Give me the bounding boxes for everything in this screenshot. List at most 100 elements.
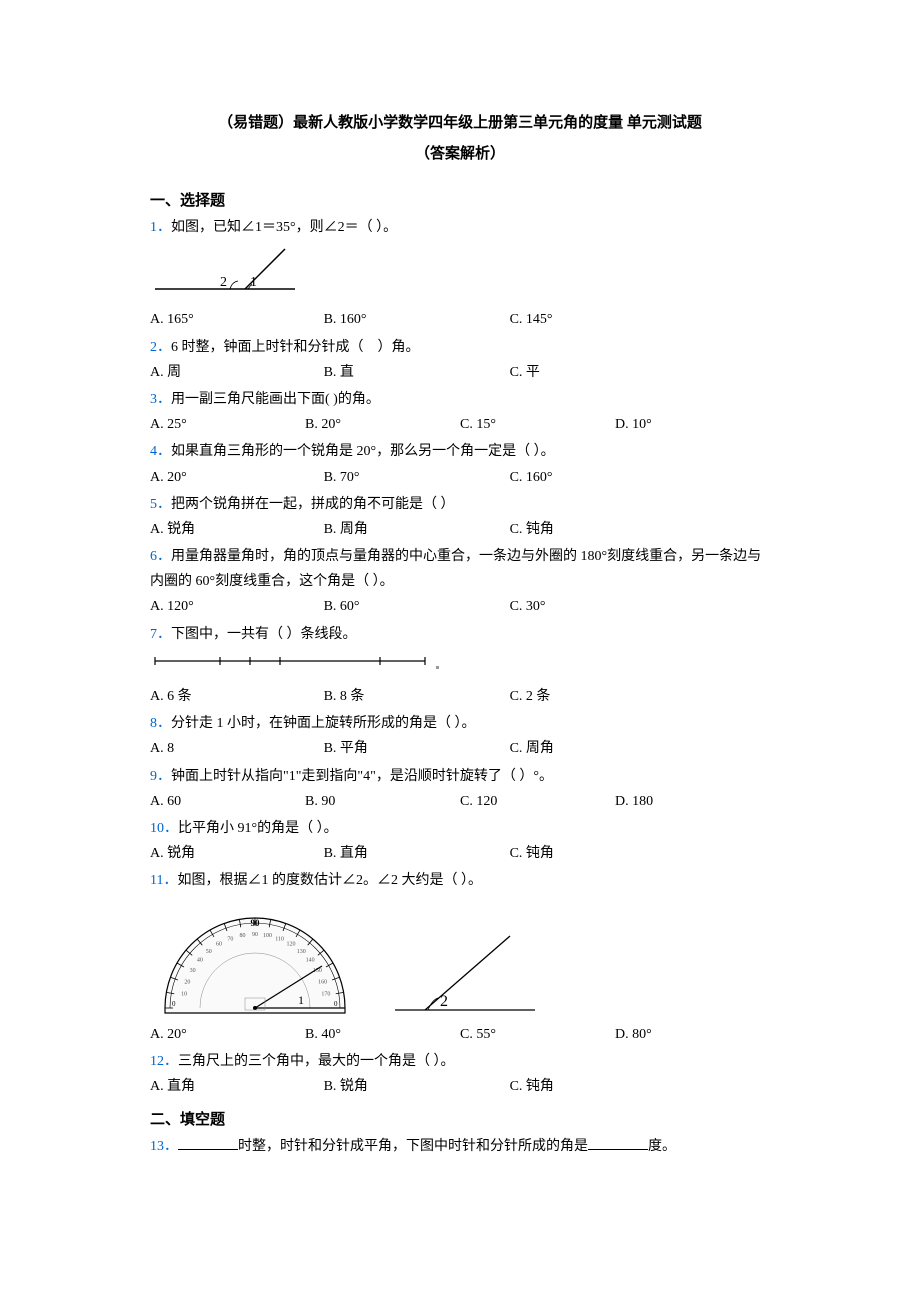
q-num: 1．: [150, 220, 171, 235]
q-text: 分针走 1 小时，在钟面上旋转所形成的角是（ ）。: [171, 716, 476, 731]
option-c: C. 钝角: [510, 517, 684, 542]
figure-angle1: 2 1: [150, 244, 770, 303]
question-12: 12．三角尺上的三个角中，最大的一个角是（ ）。 A. 直角B. 锐角C. 钝角: [150, 1049, 770, 1099]
q13-blank-1: [178, 1136, 238, 1150]
option-c: C. 2 条: [510, 684, 684, 709]
option-b: B. 90: [305, 789, 460, 814]
option-b: B. 20°: [305, 412, 460, 437]
figure-segment: [150, 651, 770, 680]
doc-title: （易错题）最新人教版小学数学四年级上册第三单元角的度量 单元测试题: [150, 110, 770, 137]
option-d: D. 180: [615, 789, 770, 814]
q-num: 2．: [150, 340, 171, 355]
q-text: 用量角器量角时，角的顶点与量角器的中心重合，一条边与外圈的 180°刻度线重合，…: [150, 549, 761, 589]
q-text: 如果直角三角形的一个锐角是 20°，那么另一个角一定是（ ）。: [171, 444, 555, 459]
svg-text:30: 30: [190, 968, 196, 974]
option-c: C. 120: [460, 789, 615, 814]
option-b: B. 直: [324, 360, 510, 385]
option-a: A. 20°: [150, 1022, 305, 1047]
svg-text:10: 10: [181, 991, 187, 997]
options-row: A. 8B. 平角C. 周角: [150, 736, 770, 761]
q-text: 比平角小 91°的角是（ ）。: [178, 821, 338, 836]
q-num: 10．: [150, 821, 178, 836]
options-row: A. 周B. 直C. 平: [150, 360, 770, 385]
question-3: 3．用一副三角尺能画出下面( )的角。 A. 25°B. 20°C. 15°D. …: [150, 387, 770, 437]
option-a: A. 165°: [150, 307, 324, 332]
option-a: A. 锐角: [150, 517, 324, 542]
svg-text:140: 140: [306, 957, 315, 963]
option-b: B. 周角: [324, 517, 510, 542]
question-7: 7．下图中，一共有（ ）条线段。 A. 6 条B. 8 条C. 2 条: [150, 622, 770, 710]
svg-text:160: 160: [318, 979, 327, 985]
q-text: 6 时整，钟面上时针和分针成（ ）角。: [171, 340, 420, 355]
q-text: 用一副三角尺能画出下面( )的角。: [171, 392, 380, 407]
options-row: A. 锐角B. 周角C. 钝角: [150, 517, 770, 542]
option-c: C. 钝角: [510, 841, 684, 866]
q-text: 如图，已知∠1＝35°，则∠2＝（ ）。: [171, 220, 397, 235]
svg-text:90: 90: [252, 932, 258, 938]
option-a: A. 8: [150, 736, 324, 761]
svg-text:0: 0: [172, 1000, 176, 1008]
q-num: 7．: [150, 627, 171, 642]
q-num: 12．: [150, 1054, 178, 1069]
option-a: A. 20°: [150, 465, 324, 490]
option-b: B. 60°: [324, 594, 510, 619]
q13-suffix: 度。: [648, 1139, 676, 1154]
options-row: A. 6 条B. 8 条C. 2 条: [150, 684, 770, 709]
option-a: A. 60: [150, 789, 305, 814]
option-a: A. 120°: [150, 594, 324, 619]
option-b: B. 70°: [324, 465, 510, 490]
option-a: A. 25°: [150, 412, 305, 437]
option-c: C. 周角: [510, 736, 684, 761]
svg-text:130: 130: [297, 948, 306, 954]
svg-text:120: 120: [287, 941, 296, 947]
q-text: 如图，根据∠1 的度数估计∠2。∠2 大约是（ ）。: [177, 873, 482, 888]
question-1: 1．如图，已知∠1＝35°，则∠2＝（ ）。 2 1 A. 165°B. 160…: [150, 215, 770, 333]
question-11: 11．如图，根据∠1 的度数估计∠2。∠2 大约是（ ）。 1020304050…: [150, 868, 770, 1046]
svg-text:0: 0: [334, 1000, 338, 1008]
option-c: C. 15°: [460, 412, 615, 437]
q-num: 8．: [150, 716, 171, 731]
option-c: C. 55°: [460, 1022, 615, 1047]
question-9: 9．钟面上时针从指向"1"走到指向"4"，是沿顺时针旋转了（ ）°。A. 60B…: [150, 764, 770, 814]
questions-list: 1．如图，已知∠1＝35°，则∠2＝（ ）。 2 1 A. 165°B. 160…: [150, 215, 770, 1099]
option-b: B. 8 条: [324, 684, 510, 709]
option-b: B. 40°: [305, 1022, 460, 1047]
question-13: 13．时整，时针和分针成平角，下图中时针和分针所成的角是度。: [150, 1134, 770, 1159]
svg-text:20: 20: [184, 979, 190, 985]
option-b: B. 160°: [324, 307, 510, 332]
options-row: A. 直角B. 锐角C. 钝角: [150, 1074, 770, 1099]
option-c: C. 平: [510, 360, 684, 385]
option-d: D. 80°: [615, 1022, 770, 1047]
svg-text:80: 80: [239, 933, 245, 939]
option-b: B. 直角: [324, 841, 510, 866]
svg-text:90: 90: [251, 918, 261, 928]
q-num: 6．: [150, 549, 171, 564]
svg-text:60: 60: [216, 941, 222, 947]
q-num: 11．: [150, 873, 177, 888]
svg-text:2: 2: [440, 993, 448, 1010]
svg-text:1: 1: [250, 275, 257, 290]
q-num: 3．: [150, 392, 171, 407]
section-1-header: 一、选择题: [150, 188, 770, 215]
doc-subtitle: （答案解析）: [150, 141, 770, 168]
dot-marker: [436, 666, 439, 669]
svg-text:1: 1: [298, 993, 304, 1007]
question-8: 8．分针走 1 小时，在钟面上旋转所形成的角是（ ）。 A. 8B. 平角C. 周…: [150, 711, 770, 761]
q-num: 9．: [150, 769, 171, 784]
option-a: A. 锐角: [150, 841, 324, 866]
svg-text:2: 2: [220, 275, 227, 290]
options-row: A. 25°B. 20°C. 15°D. 10°: [150, 412, 770, 437]
q13-blank-2: [588, 1136, 648, 1150]
q-text: 三角尺上的三个角中，最大的一个角是（ ）。: [178, 1054, 455, 1069]
option-c: C. 145°: [510, 307, 684, 332]
svg-text:170: 170: [321, 991, 330, 997]
option-a: A. 周: [150, 360, 324, 385]
svg-text:40: 40: [197, 957, 203, 963]
q13-num: 13．: [150, 1139, 178, 1154]
options-row: A. 20°B. 40°C. 55°D. 80°: [150, 1022, 770, 1047]
option-d: D. 10°: [615, 412, 770, 437]
question-6: 6．用量角器量角时，角的顶点与量角器的中心重合，一条边与外圈的 180°刻度线重…: [150, 544, 770, 620]
option-c: C. 160°: [510, 465, 684, 490]
option-b: B. 平角: [324, 736, 510, 761]
options-row: A. 20°B. 70°C. 160°: [150, 465, 770, 490]
